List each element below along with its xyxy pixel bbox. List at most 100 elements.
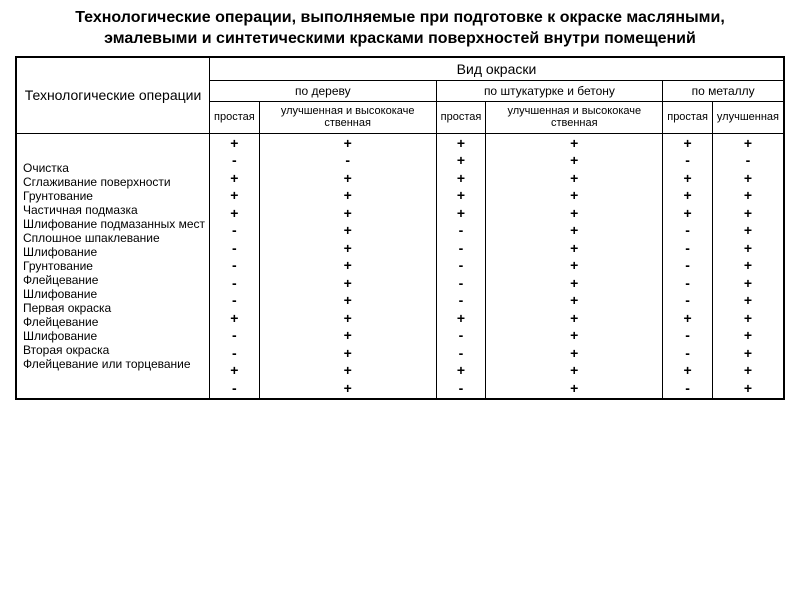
header-metal-simple: простая bbox=[663, 101, 713, 133]
operation-label: Вторая окраска bbox=[23, 343, 205, 357]
mark: + bbox=[487, 362, 661, 380]
mark: + bbox=[487, 380, 661, 398]
operation-label: Шлифование bbox=[23, 287, 205, 301]
mark: - bbox=[211, 275, 258, 293]
mark: - bbox=[664, 222, 711, 240]
mark: + bbox=[438, 170, 485, 188]
mark: + bbox=[261, 380, 435, 398]
table-header: Технологические операции Вид окраски по … bbox=[16, 57, 784, 134]
mark: + bbox=[664, 362, 711, 380]
mark: + bbox=[261, 327, 435, 345]
mark: - bbox=[438, 240, 485, 258]
mark: - bbox=[664, 152, 711, 170]
mark: - bbox=[438, 327, 485, 345]
mark: + bbox=[211, 170, 258, 188]
mark: + bbox=[438, 135, 485, 153]
mark: + bbox=[487, 257, 661, 275]
mark: + bbox=[438, 152, 485, 170]
table-body: ОчисткаСглаживание поверхностиГрунтовани… bbox=[16, 133, 784, 399]
mark: - bbox=[714, 152, 782, 170]
mark: + bbox=[261, 170, 435, 188]
mark: + bbox=[714, 345, 782, 363]
mark: - bbox=[664, 240, 711, 258]
mark-column-3: +++++++++++++++ bbox=[486, 133, 663, 399]
operation-label: Сплошное шпаклевание bbox=[23, 231, 205, 245]
header-metal-improved: улучшенная bbox=[712, 101, 784, 133]
mark: + bbox=[487, 345, 661, 363]
mark: - bbox=[664, 257, 711, 275]
header-wood: по дереву bbox=[210, 80, 437, 101]
mark: + bbox=[261, 310, 435, 328]
operation-label: Шлифование подмазанных мест bbox=[23, 217, 205, 231]
mark-column-2: +++++-----+--+- bbox=[436, 133, 486, 399]
mark: + bbox=[714, 240, 782, 258]
mark: + bbox=[714, 257, 782, 275]
mark-column-0: +-+++-----+--+- bbox=[210, 133, 260, 399]
operation-label: Сглаживание поверхности bbox=[23, 175, 205, 189]
mark: + bbox=[487, 170, 661, 188]
operation-label: Флейцевание bbox=[23, 273, 205, 287]
mark: + bbox=[438, 310, 485, 328]
mark: + bbox=[438, 205, 485, 223]
mark: + bbox=[714, 205, 782, 223]
mark-column-1: +-+++++++++++++ bbox=[259, 133, 436, 399]
mark: + bbox=[261, 187, 435, 205]
header-plaster: по штукатурке и бетону bbox=[436, 80, 663, 101]
operation-label: Грунтование bbox=[23, 189, 205, 203]
mark: + bbox=[487, 135, 661, 153]
mark: + bbox=[714, 187, 782, 205]
mark: + bbox=[211, 187, 258, 205]
mark: + bbox=[664, 205, 711, 223]
mark: + bbox=[664, 170, 711, 188]
mark-column-4: +-+++-----+--+- bbox=[663, 133, 713, 399]
mark: + bbox=[261, 362, 435, 380]
mark: + bbox=[714, 327, 782, 345]
mark: - bbox=[438, 275, 485, 293]
mark: - bbox=[261, 152, 435, 170]
mark: + bbox=[487, 152, 661, 170]
operation-label: Шлифование bbox=[23, 245, 205, 259]
mark: + bbox=[211, 310, 258, 328]
mark: - bbox=[664, 275, 711, 293]
header-metal: по металлу bbox=[663, 80, 784, 101]
mark: + bbox=[714, 170, 782, 188]
mark: + bbox=[664, 187, 711, 205]
mark: + bbox=[211, 362, 258, 380]
mark: - bbox=[664, 292, 711, 310]
mark: - bbox=[211, 380, 258, 398]
mark: + bbox=[261, 135, 435, 153]
operation-label: Флейцевание bbox=[23, 315, 205, 329]
mark: + bbox=[714, 380, 782, 398]
mark: - bbox=[438, 257, 485, 275]
mark: + bbox=[714, 362, 782, 380]
mark: + bbox=[438, 187, 485, 205]
page-title: Технологические операции, выполняемые пр… bbox=[50, 8, 750, 50]
operation-label: Частичная подмазка bbox=[23, 203, 205, 217]
mark: + bbox=[487, 187, 661, 205]
mark: + bbox=[714, 292, 782, 310]
mark: - bbox=[211, 240, 258, 258]
mark: + bbox=[487, 327, 661, 345]
mark: - bbox=[211, 345, 258, 363]
header-plaster-improved: улучшенная и высококаче ственная bbox=[486, 101, 663, 133]
mark: + bbox=[714, 310, 782, 328]
header-plaster-simple: простая bbox=[436, 101, 486, 133]
mark: + bbox=[261, 292, 435, 310]
operation-label: Шлифование bbox=[23, 329, 205, 343]
mark: + bbox=[261, 205, 435, 223]
mark-column-5: +-+++++++++++++ bbox=[712, 133, 784, 399]
mark: - bbox=[211, 292, 258, 310]
mark: - bbox=[664, 380, 711, 398]
mark: + bbox=[261, 275, 435, 293]
operation-label: Очистка bbox=[23, 161, 205, 175]
mark: + bbox=[714, 135, 782, 153]
mark: - bbox=[211, 327, 258, 345]
mark: + bbox=[211, 205, 258, 223]
mark: + bbox=[261, 345, 435, 363]
mark: + bbox=[487, 310, 661, 328]
mark: - bbox=[664, 345, 711, 363]
mark: + bbox=[487, 222, 661, 240]
mark: + bbox=[714, 222, 782, 240]
operations-table: Технологические операции Вид окраски по … bbox=[15, 56, 785, 401]
mark: + bbox=[487, 275, 661, 293]
